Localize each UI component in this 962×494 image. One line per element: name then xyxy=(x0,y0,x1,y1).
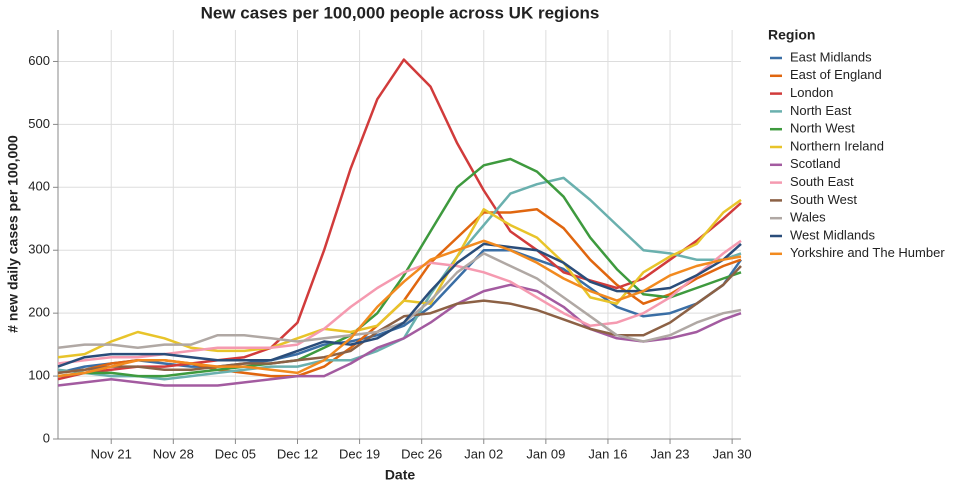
x-tick-label: Jan 30 xyxy=(713,446,752,461)
legend-title: Region xyxy=(768,27,815,43)
x-tick-label: Jan 23 xyxy=(651,446,690,461)
x-axis-label: Date xyxy=(385,467,416,483)
series-line xyxy=(57,265,742,375)
y-tick-label: 100 xyxy=(28,368,50,383)
y-tick-label: 500 xyxy=(28,116,50,131)
series-line xyxy=(57,198,742,359)
legend-label: London xyxy=(790,85,833,100)
legend-label: South East xyxy=(790,174,854,189)
y-tick-label: 0 xyxy=(43,430,50,445)
y-tick-label: 400 xyxy=(28,179,50,194)
series-line xyxy=(57,239,742,365)
legend-label: East Midlands xyxy=(790,49,872,64)
x-tick-label: Nov 21 xyxy=(91,446,132,461)
legend-label: South West xyxy=(790,192,857,207)
legend-label: East of England xyxy=(790,67,882,82)
legend-label: Northern Ireland xyxy=(790,138,884,153)
legend-label: West Midlands xyxy=(790,227,876,242)
legend-label: North West xyxy=(790,121,855,136)
y-tick-label: 200 xyxy=(28,305,50,320)
x-tick-label: Jan 16 xyxy=(588,446,627,461)
x-tick-label: Jan 09 xyxy=(526,446,565,461)
chart-title: New cases per 100,000 people across UK r… xyxy=(201,3,600,22)
y-tick-label: 600 xyxy=(28,53,50,68)
legend-label: Wales xyxy=(790,210,826,225)
y-tick-label: 300 xyxy=(28,242,50,257)
series-line xyxy=(57,58,742,381)
legend-label: Scotland xyxy=(790,156,841,171)
x-tick-label: Dec 05 xyxy=(215,446,256,461)
legend-label: North East xyxy=(790,103,852,118)
x-tick-label: Dec 26 xyxy=(401,446,442,461)
series-line xyxy=(57,242,742,368)
x-tick-label: Jan 02 xyxy=(464,446,503,461)
series-line xyxy=(57,157,742,378)
y-axis-label: # new daily cases per 100,000 xyxy=(5,135,21,333)
legend-label: Yorkshire and The Humber xyxy=(790,245,945,260)
x-tick-label: Dec 19 xyxy=(339,446,380,461)
x-tick-label: Dec 12 xyxy=(277,446,318,461)
series-line xyxy=(57,239,742,378)
x-tick-label: Nov 28 xyxy=(153,446,194,461)
